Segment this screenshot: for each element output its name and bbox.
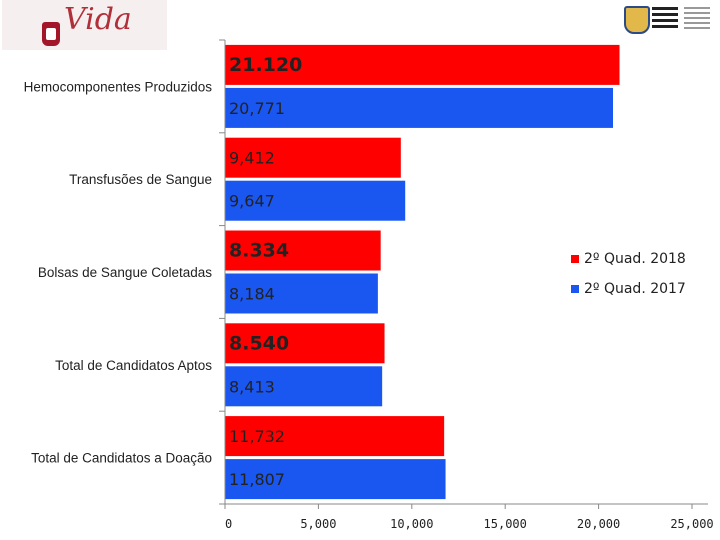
state-government-crest-icon <box>624 6 650 34</box>
bar-2018-4 <box>225 323 385 364</box>
vida-logo-text: Vida <box>64 2 132 37</box>
category-label-3: Bolsas de Sangue Coletadas <box>38 265 212 280</box>
legend-label-2018: 2º Quad. 2018 <box>584 251 686 267</box>
bar-2018-2 <box>225 137 401 178</box>
bar-2018-3 <box>225 230 381 271</box>
bar-2017-4 <box>225 366 383 407</box>
x-tick-label-5: 25,000 <box>670 517 713 531</box>
x-tick-label-4: 20,000 <box>577 517 620 531</box>
legend-swatch-2017 <box>571 285 579 293</box>
data-label-2018-1: 21.120 <box>229 54 302 76</box>
data-label-2017-2: 9,647 <box>229 192 275 211</box>
hemocentro-logo: Vida <box>2 0 167 50</box>
data-label-2017-5: 11,807 <box>229 470 285 489</box>
category-label-4: Total de Candidatos Aptos <box>55 358 212 373</box>
blood-bag-icon <box>42 22 60 46</box>
bar-2018-1 <box>225 44 620 85</box>
secretariat-logo-text-block <box>684 7 710 29</box>
x-tick-label-3: 15,000 <box>484 517 527 531</box>
bar-2017-2 <box>225 180 406 221</box>
bar-2017-5 <box>225 459 446 500</box>
x-tick-label-0: 0 <box>225 517 232 531</box>
x-tick-label-2: 10,000 <box>390 517 433 531</box>
bar-2017-3 <box>225 273 378 314</box>
data-label-2018-4: 8.540 <box>229 332 289 354</box>
category-label-5: Total de Candidatos a Doação <box>31 451 212 466</box>
data-label-2017-1: 20,771 <box>229 99 285 118</box>
category-label-2: Transfusões de Sangue <box>69 172 212 187</box>
government-logo-text-block <box>652 7 678 29</box>
data-label-2018-5: 11,732 <box>229 427 285 446</box>
legend-label-2017: 2º Quad. 2017 <box>584 281 686 297</box>
data-label-2018-3: 8.334 <box>229 240 289 262</box>
data-label-2017-3: 8,184 <box>229 285 275 304</box>
category-label-1: Hemocomponentes Produzidos <box>24 79 213 94</box>
data-label-2018-2: 9,412 <box>229 149 275 168</box>
x-tick-label-1: 5,000 <box>300 517 336 531</box>
data-label-2017-4: 8,413 <box>229 377 275 396</box>
bar-2018-5 <box>225 416 445 457</box>
bar-2017-1 <box>225 87 614 128</box>
government-logo <box>620 4 716 34</box>
legend-swatch-2018 <box>571 255 579 263</box>
